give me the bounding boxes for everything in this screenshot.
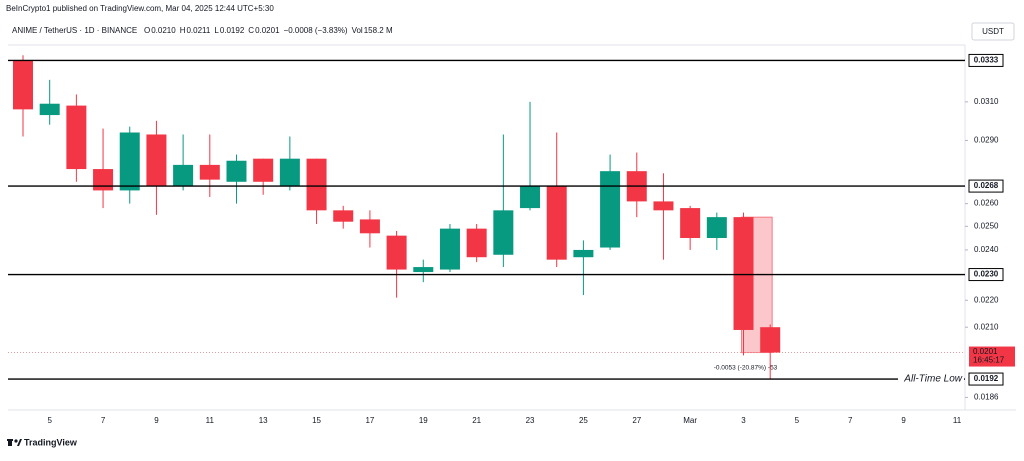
y-tick-label: 0.0250 — [974, 221, 999, 230]
x-tick-label: 27 — [632, 416, 641, 425]
candle-body — [386, 235, 407, 270]
candle-body — [226, 160, 247, 182]
legend-label: L — [214, 26, 219, 35]
x-tick-label: 7 — [101, 416, 106, 425]
legend-label: Vol — [352, 26, 363, 35]
last-price-box — [969, 346, 1015, 367]
published-note: BeInCrypto1 published on TradingView.com… — [6, 4, 274, 13]
legend-value: 0.0192 — [220, 26, 245, 35]
level-label: 0.0230 — [974, 270, 999, 279]
candle-body — [760, 327, 781, 353]
x-tick-label: 19 — [419, 416, 428, 425]
brand-logo — [7, 439, 22, 446]
x-tick-label: 5 — [47, 416, 52, 425]
y-tick-label: 0.0186 — [974, 393, 999, 402]
x-tick-label: 15 — [312, 416, 321, 425]
candle-body — [653, 201, 674, 211]
legend-label: H — [180, 26, 186, 35]
y-tick-label: 0.0240 — [974, 245, 999, 254]
x-tick-label: 13 — [259, 416, 268, 425]
candle-body — [146, 134, 167, 187]
candle-body — [520, 186, 541, 209]
ohlc-legend: O 0.0210 H 0.0211 L 0.0192 C 0.0201 −0.0008 (−3.… — [144, 26, 393, 35]
legend-label: O — [144, 26, 150, 35]
legend-value: 0.0201 — [255, 26, 280, 35]
candle-body — [279, 158, 300, 187]
brand: TradingView — [24, 437, 78, 447]
legend-value: 158.2 M — [364, 26, 393, 35]
candle-body — [493, 210, 514, 255]
countdown: 16:45:17 — [973, 356, 1005, 365]
x-tick-label: 23 — [526, 416, 535, 425]
level-label-box — [968, 268, 1004, 282]
legend-label: C — [248, 26, 254, 35]
level-label-box — [968, 179, 1004, 193]
candle-body — [66, 105, 87, 170]
level-label: 0.0192 — [974, 374, 999, 383]
x-tick-label: 7 — [848, 416, 853, 425]
annotation-bg — [898, 372, 964, 387]
x-tick-label: 3 — [741, 416, 746, 425]
x-tick-label: 11 — [953, 416, 962, 425]
candle-body — [546, 186, 567, 260]
candle-body — [413, 267, 434, 273]
x-tick-label: 9 — [154, 416, 159, 425]
candle-body — [573, 249, 594, 258]
x-tick-label: 25 — [579, 416, 588, 425]
measure-label: -0.0053 (-20.87%) -53 — [714, 364, 778, 371]
candle-body — [253, 158, 274, 182]
x-tick-label: 17 — [365, 416, 374, 425]
y-tick-label: 0.0260 — [974, 199, 999, 208]
symbol: ANIME / TetherUS · 1D · BINANCE — [12, 26, 137, 35]
candle-body — [119, 132, 140, 191]
level-label: 0.0268 — [974, 181, 999, 190]
level-label-box — [968, 53, 1004, 67]
candle-body — [13, 60, 33, 110]
currency: USDT — [982, 27, 1004, 36]
candle-body — [93, 169, 114, 191]
candle-body — [199, 164, 220, 180]
candle-body — [359, 219, 380, 234]
last-price-label: 0.0201 — [973, 347, 998, 356]
x-tick-label: 5 — [795, 416, 800, 425]
candle-body — [733, 217, 754, 330]
candle-body — [173, 164, 194, 187]
y-tick-label: 0.0210 — [974, 322, 999, 331]
level-annotation: All-Time Low — [903, 374, 962, 385]
candle-body — [333, 210, 354, 222]
x-tick-label: 21 — [472, 416, 481, 425]
x-tick-label: Mar — [683, 416, 697, 425]
legend-value: −0.0008 (−3.83%) — [284, 26, 348, 35]
y-tick-label: 0.0310 — [974, 97, 999, 106]
candle-body — [706, 217, 727, 239]
y-tick-label: 0.0290 — [974, 136, 999, 145]
candle-body — [39, 103, 60, 116]
candle-body — [306, 158, 327, 211]
candle-body — [680, 208, 701, 239]
currency-box — [971, 22, 1015, 41]
legend-value: 0.0210 — [151, 26, 176, 35]
plot: 0.0310 0.0290 0.0260 0.0250 0.0240 0.0220 0.02… — [8, 53, 1015, 425]
candle-body — [439, 228, 460, 270]
x-tick-label: 11 — [206, 416, 215, 425]
candle-body — [466, 228, 487, 258]
level-label-box — [968, 372, 1004, 386]
legend-value: 0.0211 — [186, 26, 210, 35]
y-tick-label: 0.0220 — [974, 295, 999, 304]
x-tick-label: 9 — [901, 416, 906, 425]
level-label: 0.0333 — [974, 56, 999, 65]
candle-body — [600, 171, 621, 248]
